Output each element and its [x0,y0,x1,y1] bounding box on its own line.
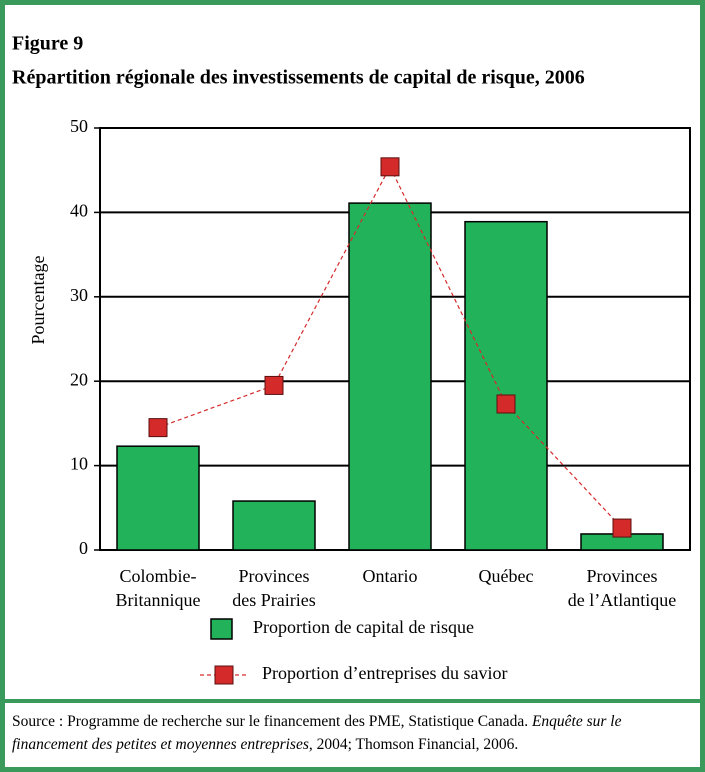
y-tick-label: 0 [79,538,88,558]
marker [264,375,284,395]
source-suffix: , 2004; Thomson Financial, 2006. [308,736,519,753]
y-tick-label: 30 [70,285,88,305]
figure-label: Figure 9 [12,33,83,55]
y-tick-label: 10 [70,454,88,474]
bar [348,202,432,551]
x-tick-label: Ontario [363,566,418,586]
y-axis-label: Pourcentage [28,256,48,345]
x-tick-label-line: Provinces [239,566,310,586]
x-tick-label-line: Québec [479,566,534,586]
marker [612,518,632,538]
bar [232,500,316,551]
source-prefix: Source : Programme de recherche sur le f… [12,713,532,730]
x-tick-label: Québec [479,566,534,586]
x-tick-label-line: des Prairies [232,590,315,610]
source-italic: Enquête sur le financement des petites e… [12,713,622,753]
chart-title: Répartition régionale des investissement… [12,67,585,89]
marker [496,394,516,414]
legend-swatch [210,618,233,640]
x-tick-label-line: Ontario [363,566,418,586]
bar [464,220,548,551]
y-tick-label: 40 [70,201,88,221]
x-tick-label-line: Provinces [587,566,658,586]
marker [148,418,168,438]
source: Source : Programme de recherche sur le f… [12,710,697,756]
x-tick-label: Colombie- Britannique [116,566,201,610]
legend-label: Proportion d’entreprises du savior [262,663,507,683]
marker [380,157,400,177]
x-tick-label-line: Britannique [116,590,201,610]
y-tick-label: 20 [70,369,88,389]
y-tick-label: 50 [70,116,88,136]
legend-label: Proportion de capital de risque [253,617,474,637]
bar [116,445,200,551]
x-tick-label-line: Colombie- [120,566,197,586]
x-tick-label: Provinces des Prairies [232,566,315,610]
x-tick-label: Provinces de l’Atlantique [568,566,676,610]
x-tick-label-line: de l’Atlantique [568,590,676,610]
legend-swatch [214,665,234,685]
